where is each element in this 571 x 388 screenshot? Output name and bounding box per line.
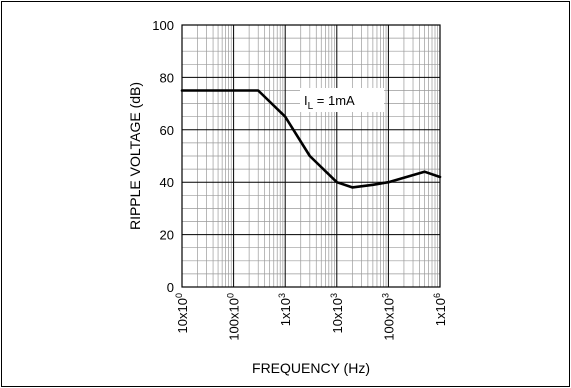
y-tick-label: 80 <box>160 70 174 85</box>
x-tick-label: 100x103 <box>380 293 396 341</box>
annotation-label: IL = 1mA <box>304 93 355 112</box>
series-layer <box>180 89 442 189</box>
annotation-value: = 1mA <box>313 93 355 108</box>
x-tick-label: 10x100 <box>174 293 190 333</box>
x-tick-label: 1x103 <box>277 293 293 326</box>
y-axis-label: RIPPLE VOLTAGE (dB) <box>127 82 143 230</box>
plot-border <box>181 24 441 288</box>
y-tick-label: 20 <box>160 228 174 243</box>
y-tick-label: 100 <box>152 18 174 33</box>
y-tick-label: 40 <box>160 175 174 190</box>
annotation-background <box>300 88 384 112</box>
x-tick-label: 10x103 <box>329 293 345 333</box>
annotation-main: I <box>304 93 308 108</box>
x-tick-label: 100x100 <box>226 293 242 341</box>
minor-grid <box>182 25 440 287</box>
ripple-curve <box>180 89 442 189</box>
x-tick-label: 1x106 <box>432 293 448 326</box>
x-axis-label: FREQUENCY (Hz) <box>252 360 370 376</box>
y-tick-label: 60 <box>160 123 174 138</box>
tick-labels: 0 20 40 60 80 100 10x100 100x100 1x103 10x103 100x… <box>152 18 448 341</box>
annotation-subscript: L <box>308 101 314 112</box>
current-annotation: IL = 1mA <box>300 88 384 112</box>
y-tick-label: 0 <box>167 280 174 295</box>
